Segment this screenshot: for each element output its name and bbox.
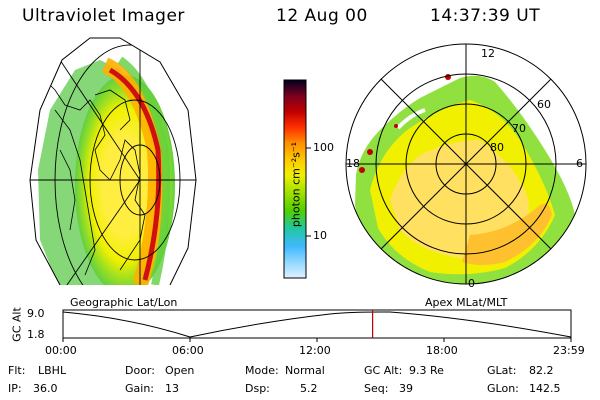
time-label: 14:37:39 UT	[430, 6, 541, 26]
geographic-image	[29, 37, 197, 286]
view-limb	[29, 37, 197, 286]
timeline-y-tick: 9.0	[27, 307, 45, 320]
right-panel-caption: Apex MLat/MLT	[425, 296, 508, 309]
info-dsp: Dsp: 5.2	[245, 382, 318, 395]
left-panel-caption: Geographic Lat/Lon	[70, 296, 178, 309]
instrument-title: Ultraviolet Imager	[22, 6, 185, 26]
mlt-label-dusk: 18	[346, 157, 360, 170]
info-seq: Seq: 39	[364, 382, 413, 395]
info-filter: Flt: LBHL	[8, 364, 67, 377]
colorbar-tick-label: 100	[313, 141, 334, 154]
info-gc-alt: GC Alt: 9.3 Re	[364, 364, 444, 377]
colorbar-scale	[283, 79, 307, 279]
timeline-x-tick: 23:59	[553, 344, 585, 357]
colorbar	[283, 79, 311, 279]
info-door: Door: Open	[125, 364, 195, 377]
colorbar-unit-label: photon cm⁻²s⁻¹	[289, 141, 303, 228]
mlat-label-80: 80	[490, 141, 504, 154]
info-glat: GLat: 82.2	[487, 364, 554, 377]
mlt-label-dawn: 6	[576, 157, 583, 170]
timeline-x-tick: 18:00	[426, 344, 458, 357]
mlt-label-midnight: 0	[468, 277, 475, 290]
timeline-x-tick: 00:00	[45, 344, 77, 357]
mlt-label-noon: 12	[481, 47, 495, 60]
timeline-x-tick: 06:00	[172, 344, 204, 357]
mlat-label-60: 60	[537, 98, 551, 111]
timeline-y-axis-label: GC Alt	[10, 307, 24, 342]
date-label: 12 Aug 00	[276, 6, 368, 26]
timeline-frame	[62, 309, 572, 339]
mlat-mlt-grid	[346, 44, 586, 284]
altitude-timeline	[62, 309, 572, 342]
lat-lon-grid	[30, 38, 196, 285]
info-glon: GLon: 142.5	[487, 382, 561, 395]
info-mode: Mode: Normal	[245, 364, 325, 377]
timeline-y-tick: 1.8	[27, 328, 45, 341]
timeline-x-tick: 12:00	[299, 344, 331, 357]
apex-polar-image	[345, 43, 587, 285]
info-ip: IP: 36.0	[8, 382, 58, 395]
colorbar-tick-label: 10	[313, 229, 327, 242]
altitude-curve	[62, 311, 572, 338]
info-gain: Gain: 13	[125, 382, 179, 395]
mlat-label-70: 70	[512, 122, 526, 135]
polar-boundary	[345, 43, 587, 285]
